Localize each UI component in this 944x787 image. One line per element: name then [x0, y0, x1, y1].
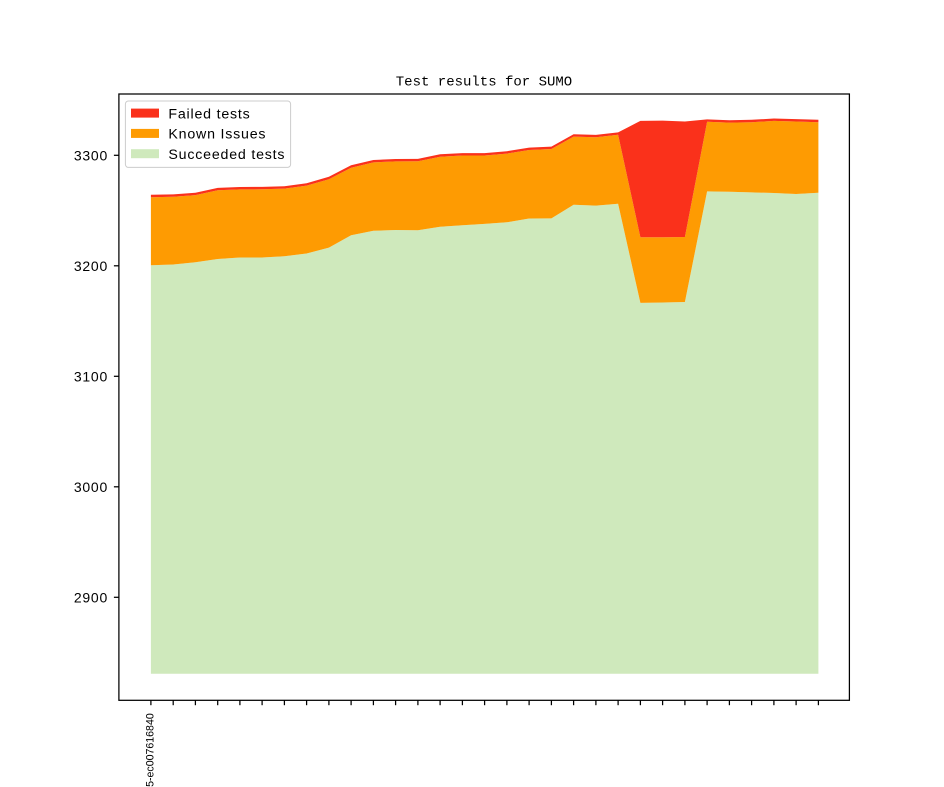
- svg-text:3100: 3100: [74, 369, 108, 385]
- svg-text:Succeeded tests: Succeeded tests: [168, 147, 285, 163]
- svg-text:3300: 3300: [74, 148, 108, 164]
- svg-text:Failed tests: Failed tests: [168, 106, 250, 122]
- svg-text:Known Issues: Known Issues: [168, 127, 266, 143]
- svg-text:3200: 3200: [74, 258, 108, 274]
- svg-text:3000: 3000: [74, 479, 108, 495]
- svg-text:2900: 2900: [74, 590, 108, 606]
- svg-text:Test results for SUMO: Test results for SUMO: [396, 75, 572, 91]
- svg-text:5-ec007616840: 5-ec007616840: [144, 713, 156, 787]
